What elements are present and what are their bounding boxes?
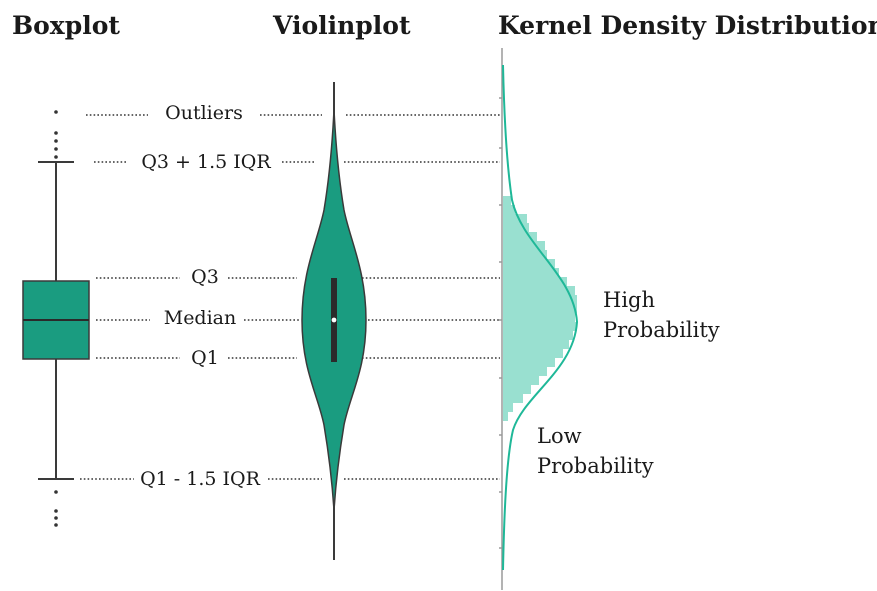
violin-median-dot <box>331 317 337 323</box>
histogram-bar <box>503 385 531 394</box>
histogram-bar <box>503 358 555 367</box>
histogram-bar <box>503 286 575 295</box>
histogram-bar <box>503 223 529 232</box>
kde-curve <box>502 64 579 571</box>
outlier-point <box>54 523 58 527</box>
histogram-bar <box>503 349 563 358</box>
high-probability-line2: Probability <box>603 318 720 342</box>
row-upper-whisker: Q3 + 1.5 IQR <box>94 151 500 173</box>
outlier-point <box>54 131 58 135</box>
outlier-point <box>54 139 58 143</box>
outlier-point <box>54 110 58 114</box>
histogram-bar <box>503 250 547 259</box>
low-probability-line2: Probability <box>537 454 654 478</box>
median-label: Median <box>164 307 237 329</box>
row-q3: Q3 <box>96 266 500 288</box>
histogram-bar <box>503 268 559 277</box>
outlier-point <box>54 490 58 494</box>
lower-whisker-label: Q1 - 1.5 IQR <box>140 468 261 490</box>
row-outliers: Outliers <box>86 102 500 124</box>
violinplot-title: Violinplot <box>272 11 411 40</box>
histogram-bar <box>503 412 508 421</box>
histogram-bar <box>503 367 547 376</box>
outliers-label: Outliers <box>165 102 243 124</box>
histogram-bar <box>503 331 573 340</box>
row-q1: Q1 <box>96 347 500 369</box>
histogram-bar <box>503 259 555 268</box>
upper-outliers <box>54 110 58 159</box>
lower-outliers <box>54 490 58 527</box>
outlier-point <box>54 155 58 159</box>
histogram-bar <box>503 403 513 412</box>
q1-label: Q1 <box>191 347 219 369</box>
histogram-bar <box>503 394 523 403</box>
histogram-bar <box>503 214 527 223</box>
q3-label: Q3 <box>191 266 219 288</box>
boxplot-title: Boxplot <box>12 11 120 40</box>
histogram-bar <box>503 232 537 241</box>
histogram-bar <box>503 205 515 214</box>
histogram-bar <box>503 241 545 250</box>
high-probability-line1: High <box>603 288 655 312</box>
outlier-point <box>54 147 58 151</box>
histogram-bar <box>503 313 575 322</box>
histogram-bar <box>503 277 567 286</box>
kde-title: Kernel Density Distribution <box>498 11 877 40</box>
outlier-point <box>54 516 58 520</box>
histogram-bar <box>503 322 577 331</box>
boxplot <box>22 110 90 527</box>
histogram-bar <box>503 295 577 304</box>
upper-whisker-label: Q3 + 1.5 IQR <box>141 151 271 173</box>
row-lower-whisker: Q1 - 1.5 IQR <box>80 468 500 490</box>
kde-axis-ticks <box>499 97 502 549</box>
histogram-bar <box>503 340 569 349</box>
kde-panel <box>499 48 579 590</box>
histogram-bar <box>503 376 539 385</box>
histogram-bar <box>503 196 511 205</box>
row-median: Median <box>96 307 500 329</box>
histogram <box>503 196 577 421</box>
outlier-point <box>54 509 58 513</box>
low-probability-line1: Low <box>537 424 582 448</box>
violinplot <box>301 82 367 560</box>
histogram-bar <box>503 304 577 313</box>
